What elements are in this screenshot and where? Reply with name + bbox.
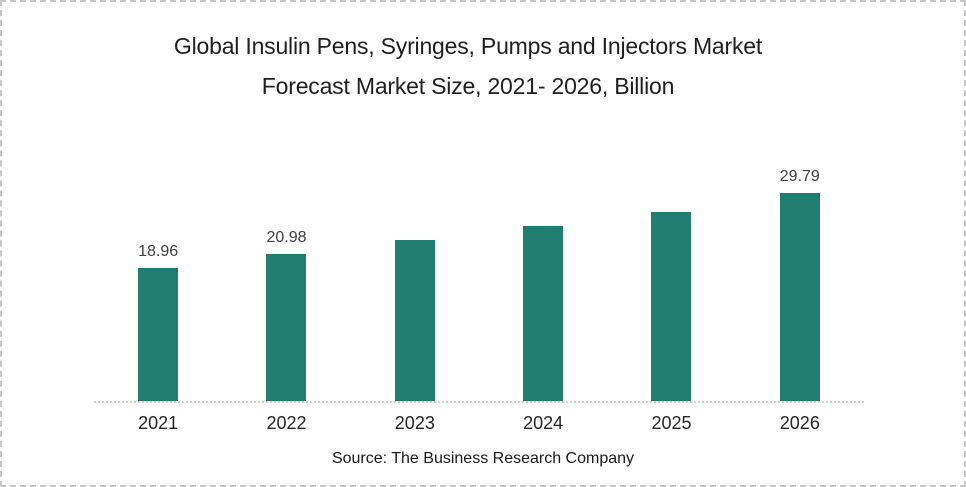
bar-slot-2021: 18.96 bbox=[94, 156, 222, 401]
data-label-2026: 29.79 bbox=[779, 167, 820, 185]
source-caption: Source: The Business Research Company bbox=[331, 450, 635, 467]
bar-2022[interactable] bbox=[266, 254, 307, 401]
x-tick-2024: 2024 bbox=[523, 413, 564, 433]
x-axis-labels: 2021 2022 2023 2024 2025 2026 bbox=[94, 413, 864, 434]
plot-area: 18.96 20.98 29.79 bbox=[94, 156, 864, 403]
x-tick-2026: 2026 bbox=[779, 413, 820, 433]
bar-slot-2024 bbox=[479, 156, 607, 401]
bar-slot-2026: 29.79 bbox=[736, 156, 864, 401]
data-label-2022: 20.98 bbox=[266, 229, 307, 247]
bar-slot-2022: 20.98 bbox=[222, 156, 350, 401]
bar-2021[interactable] bbox=[138, 268, 179, 401]
bar-2024[interactable] bbox=[523, 226, 564, 401]
bar-slot-2023 bbox=[351, 156, 479, 401]
x-tick-2025: 2025 bbox=[651, 413, 692, 433]
bars-container: 18.96 20.98 29.79 bbox=[94, 156, 864, 401]
bar-2025[interactable] bbox=[651, 212, 692, 401]
bar-slot-2025 bbox=[607, 156, 735, 401]
bar-2026[interactable] bbox=[779, 192, 820, 401]
x-tick-2021: 2021 bbox=[138, 413, 179, 433]
chart-title-line1: Global Insulin Pens, Syringes, Pumps and… bbox=[173, 33, 763, 59]
data-label-2021: 18.96 bbox=[138, 243, 179, 261]
bar-2023[interactable] bbox=[394, 240, 435, 401]
chart-title-line2: Forecast Market Size, 2021- 2026, Billio… bbox=[261, 73, 675, 99]
x-tick-2023: 2023 bbox=[394, 413, 435, 433]
x-tick-2022: 2022 bbox=[266, 413, 307, 433]
chart-title: Global Insulin Pens, Syringes, Pumps and… bbox=[2, 26, 964, 106]
